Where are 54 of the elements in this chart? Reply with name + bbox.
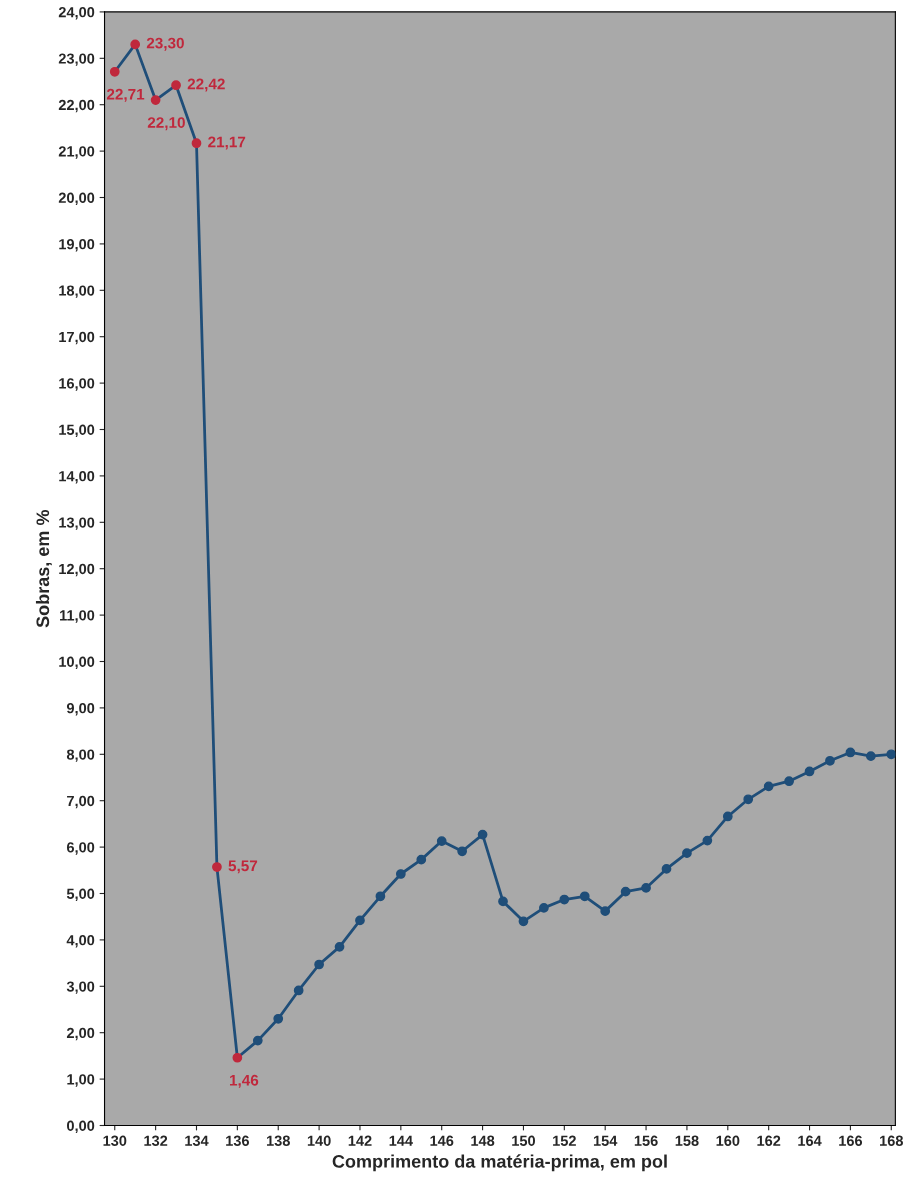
x-tick-label: 164 — [798, 1135, 822, 1146]
y-tick-label: 18,00 — [59, 285, 95, 298]
y-tick-label: 9,00 — [66, 703, 95, 716]
y-tick-label: 4,00 — [66, 935, 95, 948]
y-tick-label: 22,00 — [58, 99, 95, 113]
data-label: 22,42 — [187, 78, 225, 92]
x-tick-label: 156 — [634, 1135, 658, 1146]
x-tick-label: 168 — [880, 1135, 903, 1146]
x-tick-label: 142 — [348, 1135, 372, 1146]
x-tick-label: 166 — [839, 1135, 863, 1146]
x-tick-label: 148 — [471, 1135, 495, 1146]
y-tick-label: 0,00 — [67, 1120, 95, 1134]
x-tick-label: 136 — [226, 1135, 249, 1146]
y-tick-label: 10,00 — [59, 656, 95, 670]
y-axis-title: Sobras, em % — [35, 509, 52, 628]
y-tick-label: 2,00 — [66, 1027, 95, 1041]
x-tick-label: 154 — [593, 1135, 618, 1146]
y-tick-label: 5,00 — [66, 888, 95, 902]
x-tick-label: 162 — [757, 1135, 781, 1146]
data-label: 22,71 — [106, 88, 145, 102]
y-tick-label: 16,00 — [59, 378, 95, 391]
x-tick-label: 160 — [716, 1135, 740, 1146]
data-label: 5,57 — [228, 860, 258, 874]
x-tick-label: 134 — [185, 1135, 209, 1146]
y-tick-label: 7,00 — [67, 795, 95, 809]
x-tick-label: 138 — [266, 1135, 290, 1146]
y-tick-label: 21,00 — [58, 146, 95, 159]
x-tick-label: 150 — [512, 1135, 536, 1146]
y-tick-label: 12,00 — [59, 563, 95, 577]
x-tick-label: 132 — [144, 1135, 168, 1146]
data-label: 22,10 — [147, 117, 185, 131]
y-tick-label: 20,00 — [58, 192, 95, 206]
y-tick-label: 17,00 — [59, 331, 95, 345]
x-tick-label: 146 — [430, 1135, 454, 1146]
y-tick-label: 8,00 — [66, 749, 95, 762]
x-tick-label: 130 — [103, 1135, 127, 1146]
data-label: 21,17 — [208, 136, 246, 150]
y-tick-label: 15,00 — [59, 424, 95, 438]
y-tick-label: 19,00 — [59, 239, 95, 252]
y-tick-label: 11,00 — [60, 610, 95, 623]
x-tick-label: 140 — [307, 1135, 331, 1146]
y-tick-label: 6,00 — [66, 842, 95, 855]
data-label: 1,46 — [229, 1074, 259, 1088]
y-tick-label: 14,00 — [59, 471, 95, 484]
x-axis-title: Comprimento da matéria-prima, em pol — [332, 1154, 667, 1172]
data-label: 23,30 — [146, 37, 184, 51]
x-tick-label: 158 — [675, 1135, 699, 1146]
y-tick-label: 24,00 — [58, 7, 95, 20]
y-tick-label: 23,00 — [58, 53, 95, 66]
y-tick-label: 1,00 — [67, 1074, 95, 1087]
x-tick-label: 152 — [553, 1135, 576, 1146]
y-tick-label: 3,00 — [66, 981, 95, 994]
x-tick-label: 144 — [389, 1135, 413, 1146]
y-tick-label: 13,00 — [59, 517, 95, 530]
